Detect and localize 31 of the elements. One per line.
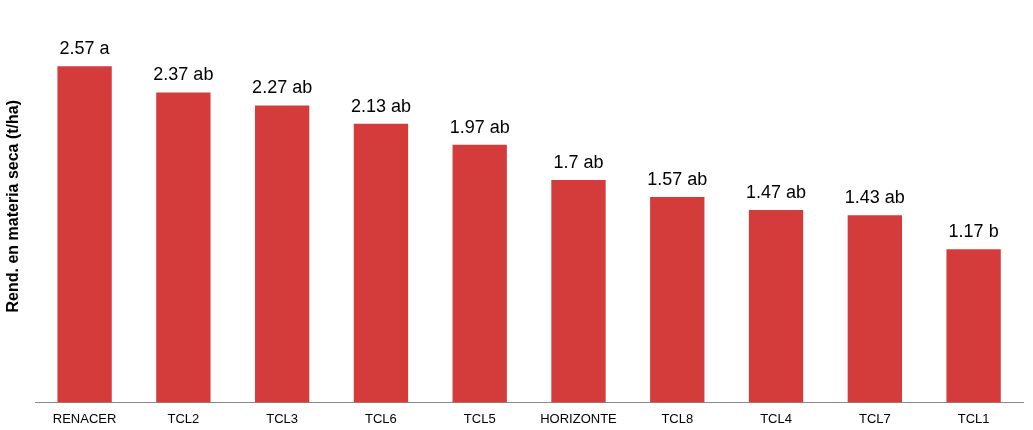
bar xyxy=(847,215,902,403)
x-tick-label: TCL8 xyxy=(661,410,694,426)
data-label: 2.57 a xyxy=(59,38,111,59)
data-label: 1.43 ab xyxy=(844,187,905,208)
bar xyxy=(254,105,310,403)
x-tick-label: TCL4 xyxy=(760,410,792,426)
x-tick-label: TCL2 xyxy=(167,410,200,426)
x-tick-label: TCL1 xyxy=(957,410,990,426)
bar xyxy=(551,180,606,403)
bar xyxy=(650,197,705,403)
bar xyxy=(156,92,211,403)
bar xyxy=(748,210,804,403)
x-tick-label: RENACER xyxy=(52,410,117,426)
x-tick-label: HORIZONTE xyxy=(540,410,618,426)
data-label: 1.57 ab xyxy=(647,169,708,190)
bar xyxy=(353,123,409,403)
bar xyxy=(452,144,507,403)
x-tick-label: TCL3 xyxy=(266,410,299,426)
data-label: 1.17 b xyxy=(948,221,999,242)
data-label: 2.37 ab xyxy=(153,64,214,85)
x-tick-label: TCL7 xyxy=(858,410,891,426)
data-label: 2.27 ab xyxy=(252,77,313,98)
x-tick-label: TCL5 xyxy=(463,410,496,426)
data-label: 1.47 ab xyxy=(746,182,807,203)
bar xyxy=(946,249,1001,403)
y-axis-title: Rend. en materia seca (t/ha) xyxy=(4,99,22,313)
data-label: 2.13 ab xyxy=(350,95,411,116)
x-tick-label: TCL6 xyxy=(365,410,397,426)
data-label: 1.97 ab xyxy=(449,116,510,137)
bar xyxy=(57,66,112,403)
data-label: 1.7 ab xyxy=(553,152,604,173)
